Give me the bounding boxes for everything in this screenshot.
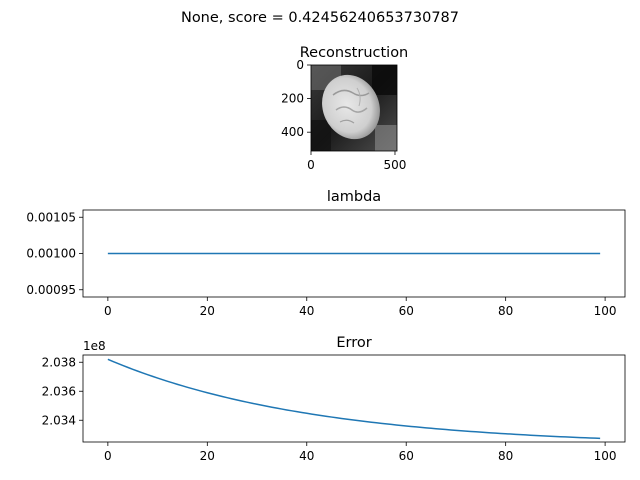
reconstruction-title: Reconstruction — [300, 45, 409, 61]
error-offset-label: 1e8 — [83, 339, 106, 353]
series-line — [107, 358, 601, 440]
reconstruction-image — [311, 65, 397, 151]
xtick-label: 80 — [498, 304, 513, 318]
ytick-label: 2.038 — [42, 355, 76, 369]
xtick-label: 0 — [104, 304, 112, 318]
reconstruction-subplot: Reconstruction 0 500 0 200 400 — [281, 45, 408, 172]
reconstruction-ytick-label: 200 — [281, 92, 304, 106]
reconstruction-ytick-label: 400 — [281, 125, 304, 139]
error-title: Error — [336, 335, 371, 351]
ytick-label: 0.00095 — [26, 283, 76, 297]
xtick-label: 0 — [104, 449, 112, 463]
reconstruction-xtick-label: 500 — [384, 158, 407, 172]
figure-suptitle: None, score = 0.42456240653730787 — [181, 10, 459, 26]
xtick-label: 20 — [200, 304, 215, 318]
xtick-label: 60 — [399, 449, 414, 463]
ytick-label: 0.00100 — [26, 247, 76, 261]
xtick-label: 80 — [498, 449, 513, 463]
xtick-label: 20 — [200, 449, 215, 463]
error-subplot: Error 1e8 0 20 40 60 80 100 2.034 2.036 2.038 — [42, 335, 626, 463]
xtick-label: 60 — [399, 304, 414, 318]
ytick-label: 2.036 — [42, 384, 76, 398]
xtick-label: 100 — [594, 449, 617, 463]
ytick-label: 2.034 — [42, 413, 76, 427]
reconstruction-ytick-label: 0 — [296, 58, 304, 72]
xtick-label: 40 — [299, 304, 314, 318]
xtick-label: 40 — [299, 449, 314, 463]
ytick-label: 0.00105 — [26, 210, 76, 224]
xtick-label: 100 — [594, 304, 617, 318]
lambda-title: lambda — [327, 189, 381, 205]
lambda-subplot: lambda 0 20 40 60 80 100 0.00105 0.00100 0.00095 — [26, 189, 626, 318]
reconstruction-xtick-label: 0 — [307, 158, 315, 172]
